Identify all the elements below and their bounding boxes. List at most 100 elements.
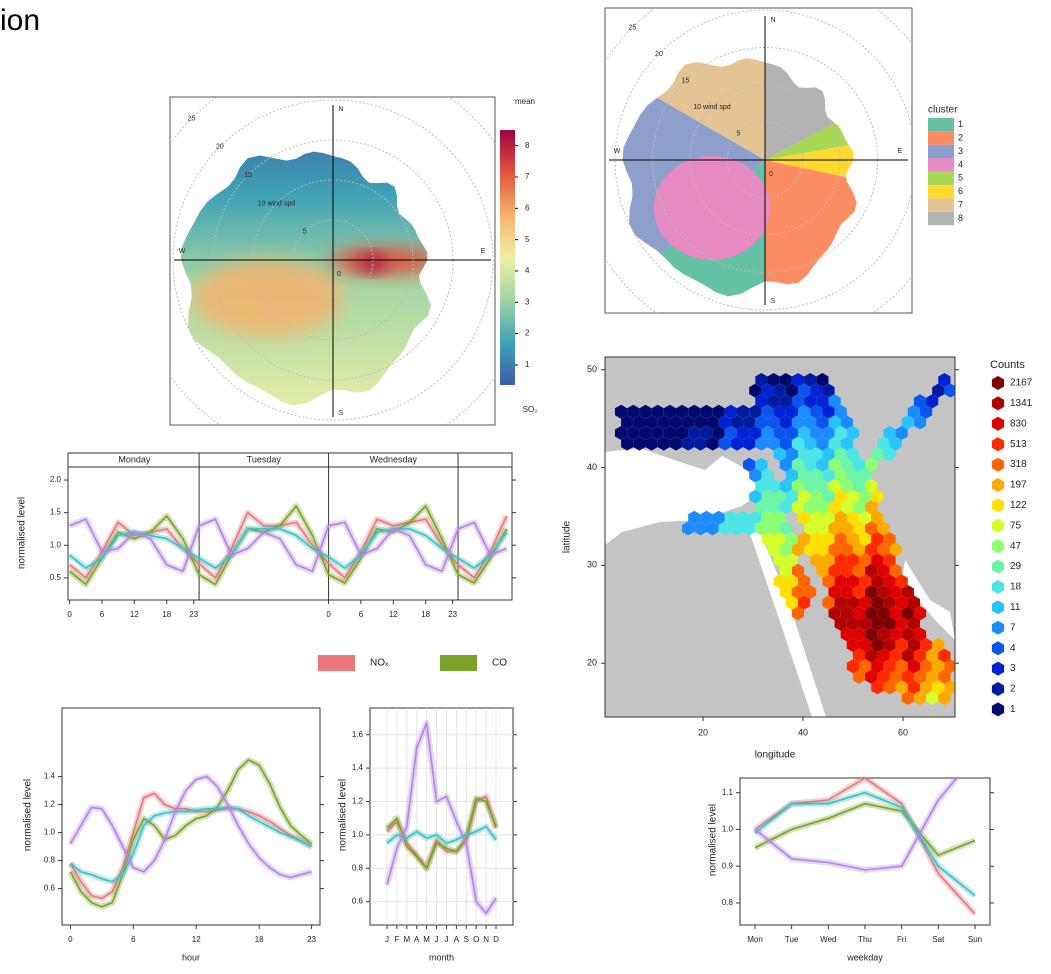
x-tick-label: 18 <box>255 935 264 944</box>
hex-cell <box>926 669 939 684</box>
colorbar-tick-label: 2 <box>525 329 530 338</box>
hex-cell <box>798 383 811 398</box>
hex-cell <box>785 426 798 440</box>
hex-cell <box>913 669 927 684</box>
hex-cell <box>791 436 805 451</box>
hex-cell <box>913 627 927 642</box>
hex-cell <box>852 521 866 536</box>
hex-cell <box>755 436 768 451</box>
hex-cell <box>828 394 841 409</box>
hex-cell <box>840 563 853 578</box>
hex-cell <box>846 638 859 652</box>
y-tick-label: 0.8 <box>352 863 364 872</box>
hex-cell <box>889 542 902 557</box>
hex-cell <box>871 553 884 568</box>
hex-cell <box>834 404 847 419</box>
hex-cell <box>669 436 683 451</box>
hex-cell <box>840 415 853 430</box>
hex-cell <box>810 383 823 398</box>
hex-cell <box>712 510 725 525</box>
hex-cell <box>682 521 695 536</box>
hex-cell <box>840 542 853 557</box>
hex-cell <box>834 468 847 483</box>
legend-label: 5 <box>958 173 963 183</box>
hex-cell <box>743 457 756 472</box>
y-tick-label: 0.9 <box>722 861 734 870</box>
hex-cell <box>883 532 896 546</box>
hex-cell <box>798 510 811 525</box>
series-layer <box>384 720 499 917</box>
hex-cell <box>804 457 817 472</box>
hex-cell <box>749 510 762 525</box>
hex-cell <box>932 680 945 695</box>
legend-label: 6 <box>958 186 963 196</box>
hex-cell <box>743 521 756 536</box>
y-tick-label: 20 <box>587 658 597 668</box>
hex-cell <box>883 680 896 695</box>
hex-cell <box>871 659 884 674</box>
hex-cell <box>938 669 951 684</box>
hex-cell <box>834 595 847 610</box>
hex-cell <box>755 479 768 493</box>
y-tick-label: 0.6 <box>44 884 56 893</box>
x-tick-label: 20 <box>698 727 708 737</box>
hex-cell <box>865 669 878 684</box>
hex-cell <box>657 436 670 451</box>
hex-cell <box>816 436 829 451</box>
hex-cell <box>871 680 884 695</box>
legend-swatch <box>928 118 954 132</box>
x-tick-label: 23 <box>448 610 457 619</box>
x-tick-label: D <box>493 935 499 944</box>
legend-label: 3 <box>1010 663 1016 674</box>
hex-cell <box>785 574 798 589</box>
hex-cell <box>663 404 676 419</box>
x-tick-label: J <box>435 935 439 944</box>
ring-label: 5 <box>737 130 741 137</box>
line <box>386 797 497 869</box>
hex-cell <box>822 447 835 462</box>
hex-cell <box>883 595 896 610</box>
hex-cell <box>938 648 951 663</box>
hex-cell <box>712 404 725 419</box>
legend-label: 47 <box>1010 541 1022 552</box>
legend-hex <box>991 661 1005 676</box>
y-axis-label: latitude <box>562 520 573 553</box>
hex-cell <box>859 510 872 525</box>
hex-cell <box>615 426 628 440</box>
y-tick-label: 1.0 <box>50 540 62 549</box>
hex-cell <box>865 585 878 599</box>
hex-cell <box>852 669 866 684</box>
hex-cell <box>798 595 811 610</box>
hex-cell <box>761 404 774 419</box>
colorbar-tick-label: 4 <box>525 266 530 275</box>
hex-cell <box>749 489 762 504</box>
hex-cell <box>785 383 798 398</box>
y-axis-label: normalised level <box>17 497 28 569</box>
hex-cell <box>621 415 634 430</box>
hex-cell <box>920 638 933 652</box>
hex-cell <box>761 510 774 525</box>
direction-label: E <box>481 248 486 255</box>
hex-cell <box>724 404 737 419</box>
hex-cell <box>877 585 890 599</box>
line <box>754 802 976 856</box>
hex-cell <box>791 479 805 493</box>
hex-cell <box>846 447 859 462</box>
line-chart: 0.6 0.8 1.0 1.2 1.4 0 6 12 18 23 hour normalised le… <box>23 707 324 962</box>
hex-cell <box>694 436 707 451</box>
strip-label: Monday <box>118 454 151 464</box>
x-tick-label: Thu <box>858 935 872 944</box>
legend-label: 4 <box>958 159 963 169</box>
legend-swatch <box>928 171 954 185</box>
direction-label: W <box>614 148 621 155</box>
legend-label: 830 <box>1010 418 1027 429</box>
hex-cell <box>840 457 853 472</box>
ring-label: 20 <box>655 51 663 58</box>
y-tick-label: 1.5 <box>50 508 62 517</box>
hex-cell <box>773 532 786 546</box>
series-layer <box>67 756 314 910</box>
x-tick-label: 18 <box>162 610 171 619</box>
hex-cell <box>859 595 872 610</box>
hex-cell <box>804 436 817 451</box>
hex-cell <box>669 415 683 430</box>
